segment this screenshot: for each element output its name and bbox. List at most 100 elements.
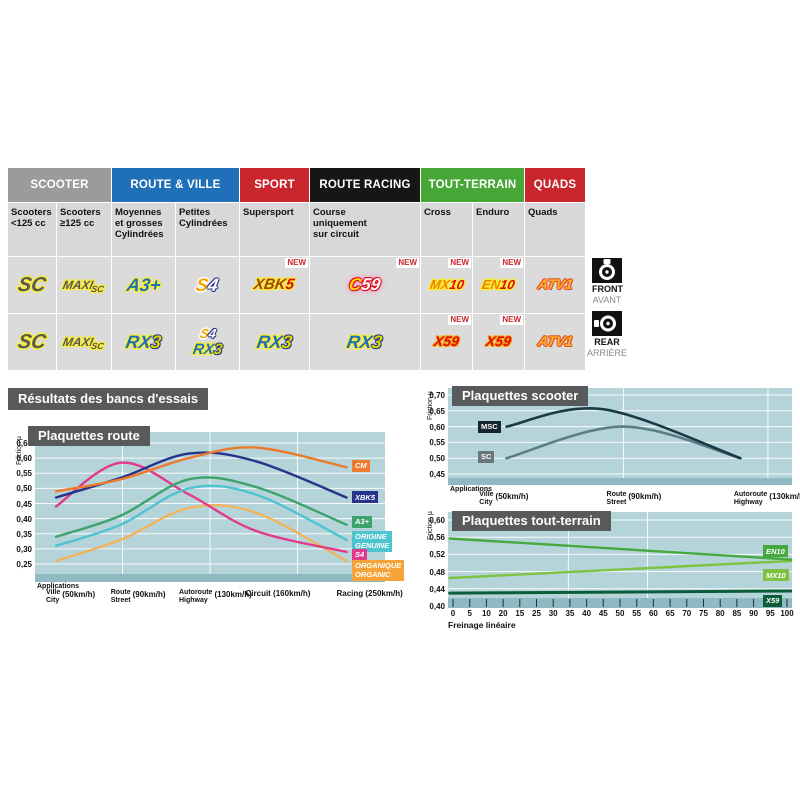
category-header-scooter: SCOOTER [8,168,111,202]
new-badge: NEW [500,258,523,268]
legend-tag-a3: A3+ [352,515,372,528]
category-header-quads: QUADS [525,168,585,202]
x-tick-label: 75 [699,609,708,618]
x-tick-label: 95 [765,609,775,618]
legend-tag-mx10: MX10 [763,569,789,582]
pad-cell-rear-sc: SC [8,314,56,370]
logo-maxisc: MAXISC [61,278,105,294]
x-category-ville: Ville City (50km/h) [479,491,529,506]
logo-rx3: RX3 [191,341,224,358]
x-category-autoroute: Autoroute Highway(130km/h) [733,491,800,506]
x-tick-label: 65 [665,609,675,618]
subcategory-header-quads: Quads [525,203,585,256]
subcategory-header-petites: Petites Cylindrées [176,203,239,256]
y-tick-label: 0,52 [429,550,445,560]
x-tick-label: 40 [582,609,592,618]
x-tick-label: 55 [632,609,642,618]
subcategory-header-scooters: Scooters ≥125 cc [57,203,111,256]
y-tick-label: 0,44 [429,584,445,594]
x-category-racing: Racing (250km/h) [336,589,403,598]
chart-plaquettes-scooter: Plaquettes scooter Friction µ 0,70 0,65 0,60… [425,381,800,506]
logo-atv1: ATV1 [536,333,574,349]
subcategory-header-supersport: Supersport [240,203,309,256]
x-tick-label: 50 [615,609,625,618]
legend-tag-xbk5: XBK5 [352,491,379,504]
y-tick-label: 0,25 [16,560,32,569]
new-badge: NEW [500,315,523,325]
pad-cell-front-sc: SC [8,257,56,313]
y-tick-label: 0,48 [429,567,445,577]
logo-rx3: RX3 [124,331,163,352]
chart-title-terrain: Plaquettes tout-terrain [452,511,611,531]
subcategory-header-course: Course uniquement sur circuit [310,203,420,256]
category-header-sport: SPORT [240,168,309,202]
x-tick-label: 85 [732,609,742,618]
pad-cell-rear-rx3: RX3 [112,314,175,370]
y-tick-label: 0,30 [16,544,32,554]
logo-atv1: ATV1 [536,276,574,292]
legend-tag-cm: CM [352,459,370,472]
pad-cell-front-c59: NEW C59 [310,257,420,313]
pad-cell-rear-rx3: RX3 [310,314,420,370]
x-category-ville: Ville City (50km/h) [46,589,96,604]
x-axis-label: Freinage linéaire [448,620,516,630]
legend-tag-origine-genuine: ORIGINE GENUINE [352,530,393,552]
x-category-autoroute: Autoroute Highway(130km/h) [179,589,252,604]
pad-cell-front-mx10: NEW MX10 [421,257,472,313]
chart-plaquettes-tout-terrain: Plaquettes tout-terrain Friction µ 0,60 0,5… [425,505,798,640]
logo-c59: C59 [347,275,383,294]
logo-mx10: MX10 [428,277,465,292]
y-tick-label: 0,55 [429,438,445,448]
logo-rx3: RX3 [345,331,385,352]
logo-sc: SC [16,331,48,353]
pad-cell-rear-x59: NEW X59 [421,314,472,370]
rear-axle-indicator: REAR ARRIÈRE [587,311,652,358]
y-tick-label: 0,40 [16,514,32,524]
rear-brake-disc-icon [592,311,622,336]
pad-cell-front-atv1: ATV1 [525,257,585,313]
plot-area-route [35,432,385,582]
x-tick-label: 20 [498,609,508,618]
y-tick-label: 0,55 [16,469,32,479]
applications-label: Applications [37,583,80,590]
front-axle-indicator: FRONT AVANT [592,258,652,305]
new-badge: NEW [448,315,471,325]
chart-title-scooter: Plaquettes scooter [452,386,589,406]
x-tick-label: 0 [450,609,456,618]
pad-cell-front-a3: A3+ [112,257,175,313]
pad-cell-front-maxisc: MAXISC [57,257,111,313]
subcategory-header-moyennes: Moyennes et grosses Cylindrées [112,203,175,256]
rear-sublabel: ARRIÈRE [586,348,627,358]
logo-x59: X59 [484,333,513,349]
logo-rx3: RX3 [255,331,294,352]
subcategory-header-scooters: Scooters <125 cc [8,203,56,256]
logo-maxisc: MAXISC [61,335,105,351]
legend-tag-sc: SC [478,450,495,463]
y-tick-label: 0,56 [429,533,445,543]
x-tick-label: 45 [598,609,608,618]
x-tick-label: 30 [548,609,558,618]
chart-title-route: Plaquettes route [28,426,150,446]
logo-sc: SC [16,274,48,296]
x-tick-label: 80 [715,609,725,618]
y-tick-label: 0,40 [429,602,445,611]
logo-xbk5: XBK5 [253,276,297,293]
y-tick-label: 0,60 [429,516,445,525]
new-badge: NEW [285,258,308,268]
y-tick-label: 0,60 [16,454,32,464]
y-tick-label: 0,50 [16,484,32,494]
new-badge: NEW [448,258,471,268]
pad-cell-rear-x59: NEW X59 [473,314,524,370]
legend-tag-en10: EN10 [763,545,788,558]
rear-label: REAR [594,337,620,347]
y-tick-label: 0,45 [16,499,32,509]
front-sublabel: AVANT [592,295,622,305]
subcategory-header-cross: Cross [421,203,472,256]
y-tick-label: 0,65 [16,439,32,448]
x-tick-label: 35 [565,609,575,618]
x-category-circuit: Circuit (160km/h) [245,589,311,598]
logo-a3: A3+ [125,274,163,295]
x-tick-label: 100 [780,609,794,618]
applications-label: Applications [450,486,493,493]
